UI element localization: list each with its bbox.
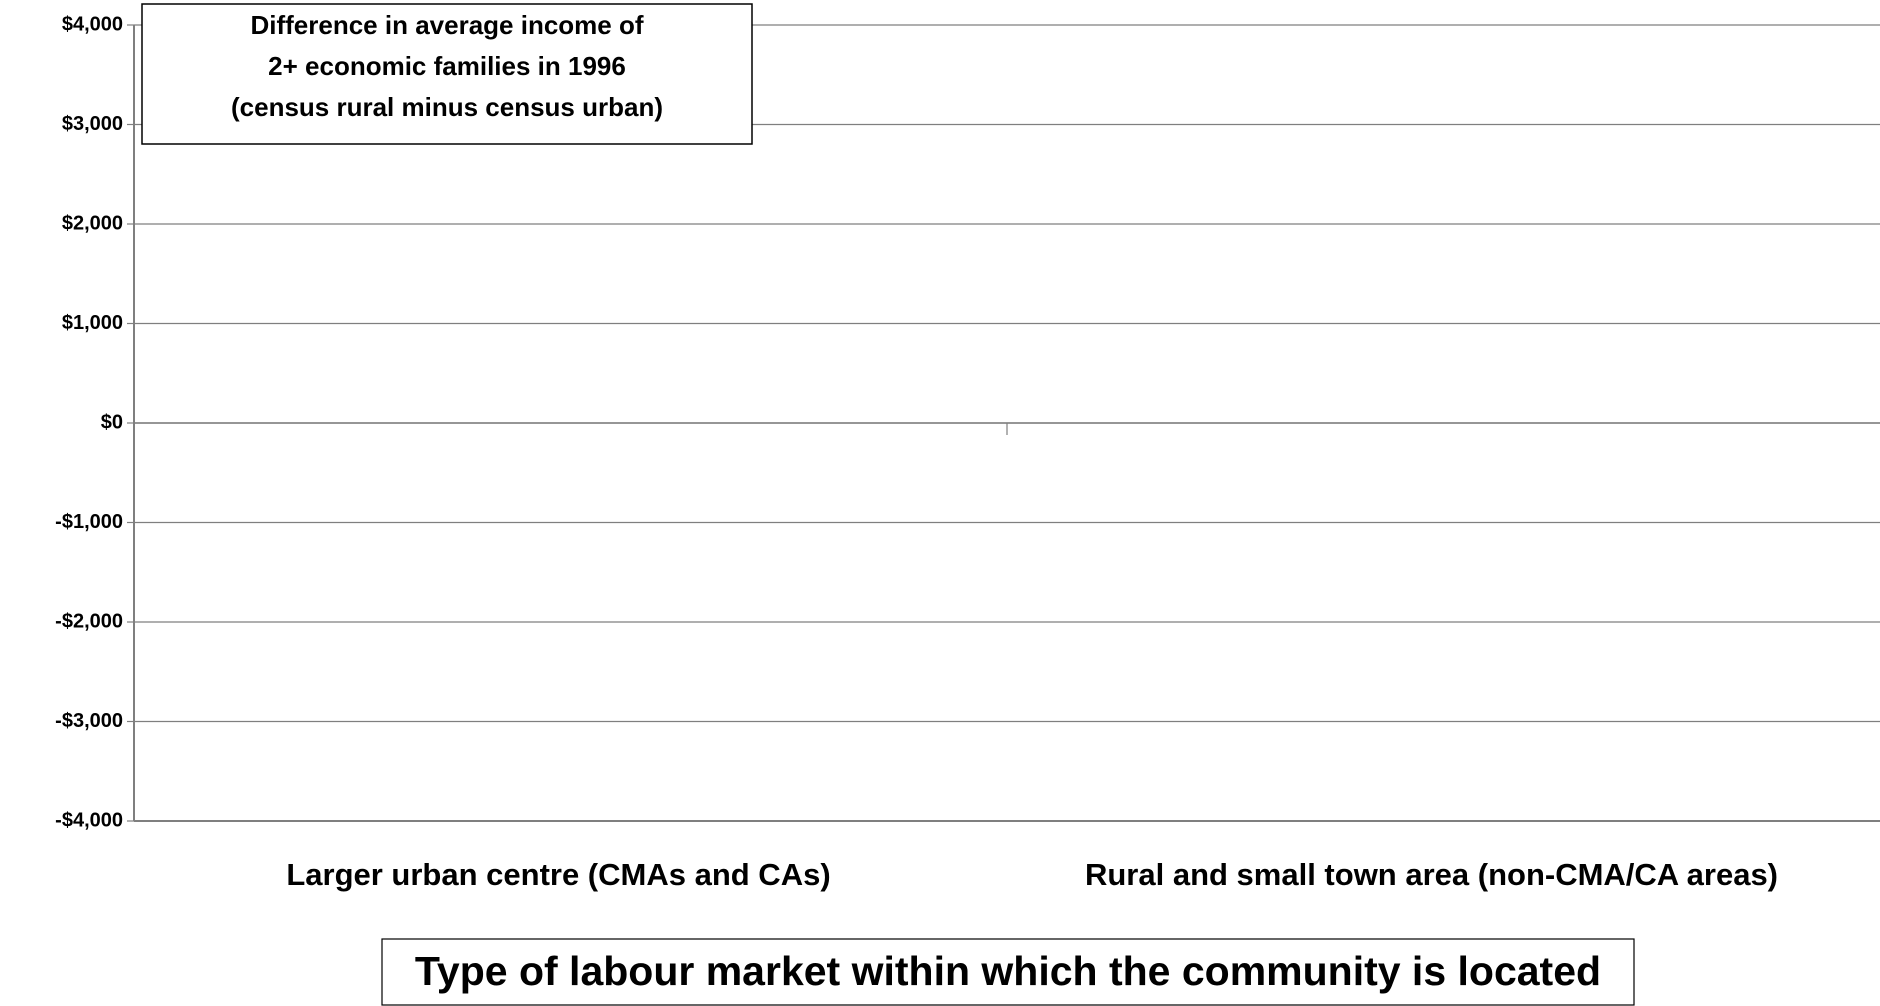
title-box (141, 3, 753, 145)
y-tick-label: $1,000 (62, 312, 123, 334)
x-tick-label: Larger urban centre (CMAs and CAs) (286, 857, 830, 892)
y-tick-label: $2,000 (62, 212, 123, 234)
chart-title-line: Difference in average income of (250, 10, 643, 40)
chart-title-line: 2+ economic families in 1996 (268, 51, 626, 81)
y-tick-label: -$1,000 (55, 511, 123, 533)
x-tick-label: Rural and small town area (non-CMA/CA ar… (1085, 857, 1778, 892)
y-tick-label: $4,000 (62, 13, 123, 35)
y-tick-label: $3,000 (62, 113, 123, 135)
y-tick-label: -$2,000 (55, 610, 123, 632)
x-axis-title: Type of labour market within which the c… (415, 948, 1601, 994)
y-tick-label: -$4,000 (55, 809, 123, 831)
y-tick-label: $0 (101, 411, 123, 433)
chart-title-line: (census rural minus census urban) (231, 92, 663, 122)
axes: -$4,000 -$3,000 -$2,000 -$1,000 $0 $1,000 $2,0… (55, 13, 1880, 892)
y-tick-label: -$3,000 (55, 710, 123, 732)
x-axis-title-box (381, 938, 1635, 1006)
